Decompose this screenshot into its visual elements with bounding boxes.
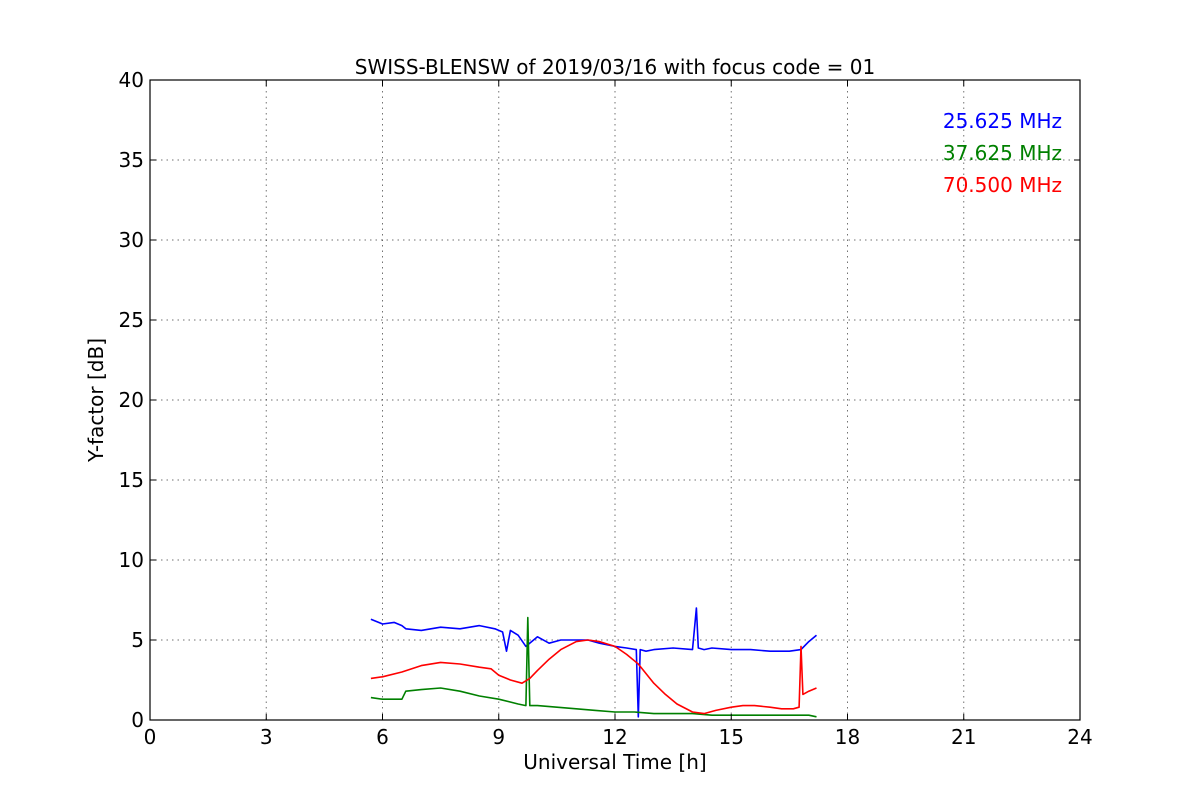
grid xyxy=(150,80,1080,720)
x-axis-label: Universal Time [h] xyxy=(523,750,706,774)
legend-entry-1: 25.625 MHz xyxy=(943,109,1062,133)
x-tick-label: 12 xyxy=(602,725,627,749)
x-tick-label: 6 xyxy=(376,725,389,749)
y-tick-label: 35 xyxy=(119,148,144,172)
x-tick-label: 0 xyxy=(144,725,157,749)
x-tick-label: 3 xyxy=(260,725,273,749)
y-tick-label: 0 xyxy=(131,708,144,732)
x-tick-label: 24 xyxy=(1067,725,1092,749)
y-tick-label: 40 xyxy=(119,68,144,92)
y-tick-label: 10 xyxy=(119,548,144,572)
legend-entry-2: 37.625 MHz xyxy=(943,141,1062,165)
x-tick-label: 9 xyxy=(492,725,505,749)
axis-ticks: 0 3 6 9 12 15 18 21 24 0 5 10 15 20 25 30 35 40 xyxy=(119,68,1093,749)
legend-entry-3: 70.500 MHz xyxy=(943,173,1062,197)
y-tick-label: 30 xyxy=(119,228,144,252)
series-layer xyxy=(370,607,818,718)
y-tick-label: 5 xyxy=(131,628,144,652)
series-line-3 xyxy=(370,639,817,715)
x-tick-label: 18 xyxy=(835,725,860,749)
y-tick-label: 15 xyxy=(119,468,144,492)
y-axis-label: Y-factor [dB] xyxy=(84,338,108,463)
legend: 25.625 MHz 37.625 MHz 70.500 MHz xyxy=(943,109,1062,197)
y-tick-label: 20 xyxy=(119,388,144,412)
series-line-1 xyxy=(370,607,818,718)
series-line-2 xyxy=(370,616,817,718)
x-tick-label: 21 xyxy=(951,725,976,749)
chart-title: SWISS-BLENSW of 2019/03/16 with focus co… xyxy=(355,55,876,79)
y-tick-label: 25 xyxy=(119,308,144,332)
x-tick-label: 15 xyxy=(719,725,744,749)
